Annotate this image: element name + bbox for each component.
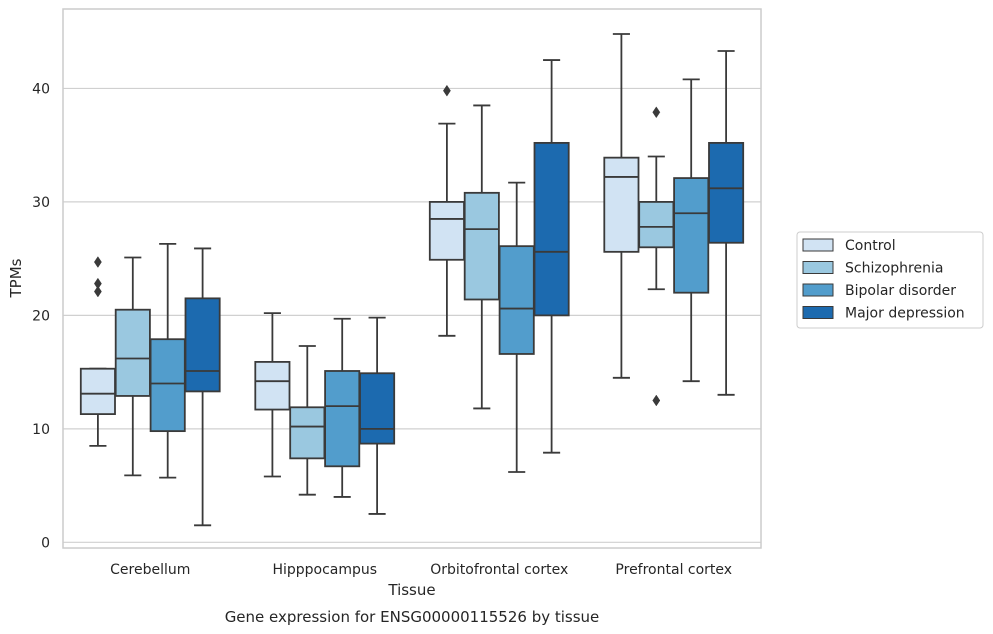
y-tick-label: 30 (32, 195, 50, 211)
legend-swatch (802, 238, 834, 252)
box-2-2 (289, 345, 326, 496)
box-iqr (428, 201, 465, 261)
x-axis-label: Tissue (387, 581, 435, 599)
box-iqr (638, 201, 675, 249)
box-iqr (289, 406, 326, 460)
y-axis-label: TPMs (7, 258, 25, 298)
box-4-2 (638, 106, 675, 407)
box-1-3 (149, 242, 186, 479)
box-iqr (708, 141, 745, 244)
box-iqr (603, 156, 640, 253)
box-iqr (498, 245, 535, 355)
box-iqr (184, 297, 221, 393)
box-iqr (79, 367, 116, 416)
box-3-2 (463, 104, 500, 410)
box-plot-area (79, 33, 745, 527)
x-tick-label: Orbitofrontal cortex (430, 562, 568, 578)
outlier-point (93, 285, 102, 298)
box-3-4 (533, 59, 570, 454)
legend-label: Schizophrenia (845, 261, 943, 277)
chart-caption: Gene expression for ENSG00000115526 by t… (225, 608, 600, 626)
legend-swatch (802, 283, 834, 297)
x-tick-label: Hipppocampus (272, 562, 377, 578)
y-tick-label: 10 (32, 422, 50, 438)
box-4-1 (603, 33, 640, 379)
box-2-1 (254, 312, 291, 478)
outlier-point (93, 277, 102, 290)
x-tick-label: Cerebellum (110, 562, 190, 578)
y-tick-label: 40 (32, 81, 50, 97)
plot-frame (62, 8, 762, 549)
box-3-1 (428, 84, 465, 337)
box-iqr (254, 361, 291, 411)
x-axis-ticks: Cerebellum Hipppocampus Orbitofrontal cort… (110, 562, 732, 578)
legend-item: Control (802, 238, 896, 254)
box-2-4 (359, 316, 396, 515)
outlier-point (652, 394, 661, 407)
box-iqr (463, 191, 500, 301)
y-tick-label: 0 (41, 535, 50, 551)
outlier-point (442, 84, 451, 97)
legend-label: Bipolar disorder (845, 283, 956, 299)
legend-label: Control (845, 238, 896, 254)
box-2-3 (324, 317, 361, 498)
legend-swatch (802, 306, 834, 319)
outlier-point (652, 106, 661, 119)
box-iqr (533, 141, 570, 317)
legend-item: Schizophrenia (802, 261, 943, 277)
outlier-point (93, 256, 102, 268)
box-1-4 (184, 247, 221, 527)
box-iqr (149, 338, 186, 433)
legend-label: Major depression (845, 306, 965, 322)
box-4-4 (708, 50, 745, 396)
box-iqr (114, 308, 151, 397)
box-iqr (324, 370, 361, 468)
legend-swatch (802, 261, 834, 274)
y-tick-label: 20 (32, 308, 50, 324)
legend-item: Bipolar disorder (802, 283, 956, 299)
box-1-2 (114, 256, 151, 477)
box-iqr (359, 372, 396, 445)
x-tick-label: Prefrontal cortex (615, 562, 732, 578)
box-1-1 (79, 256, 116, 447)
box-4-3 (673, 78, 710, 383)
box-iqr (673, 177, 710, 294)
y-axis-ticks: 0 10 20 30 40 (32, 81, 50, 551)
legend-item: Major depression (802, 306, 965, 322)
legend-frame (796, 231, 984, 329)
legend: Control Schizophrenia Bipolar disorder Majo… (796, 231, 984, 329)
